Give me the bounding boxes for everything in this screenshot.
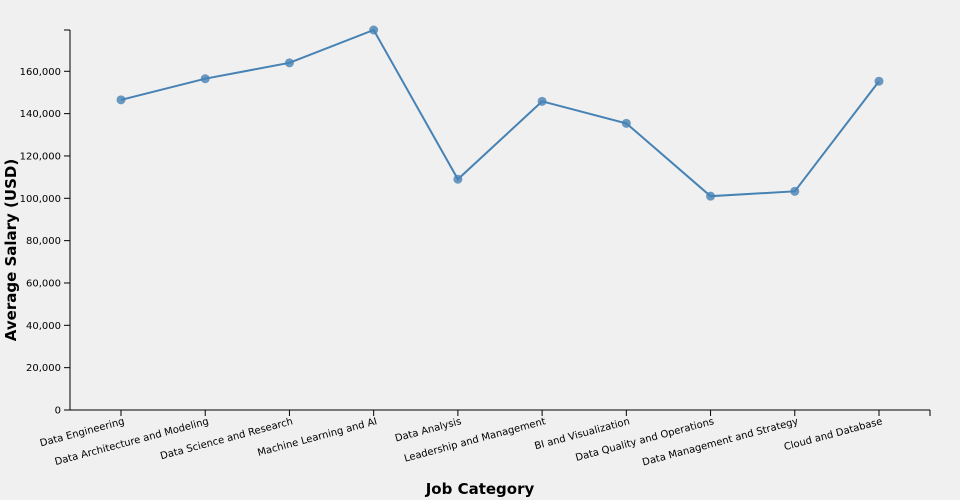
x-tick-label: Data Architecture and Modeling [54, 416, 210, 468]
point [790, 186, 800, 196]
y-tick-label: 20,000 [26, 363, 61, 374]
y-tick-label: 0 [55, 406, 61, 417]
point [369, 25, 379, 35]
point [284, 58, 294, 68]
y-tick-label: 60,000 [26, 278, 61, 289]
point [116, 95, 126, 105]
line [120, 28, 880, 198]
point [874, 76, 884, 86]
y-tick-label: 140,000 [20, 109, 61, 120]
x-tick-label: Leadership and Management [403, 416, 547, 464]
y-axis-title: Average Salary (USD) [2, 159, 20, 341]
y-tick-label: 40,000 [26, 321, 61, 332]
x-axis-title: Job Category [425, 480, 535, 498]
y-tick-label: 80,000 [26, 236, 61, 247]
point [537, 96, 547, 106]
point [706, 191, 716, 201]
point [621, 118, 631, 128]
y-tick-label: 160,000 [20, 67, 61, 78]
x-tick-label: Data Management and Strategy [641, 416, 799, 468]
y-tick-label: 100,000 [20, 194, 61, 205]
point [453, 174, 463, 184]
y-tick-label: 120,000 [20, 151, 61, 162]
point [200, 74, 210, 84]
